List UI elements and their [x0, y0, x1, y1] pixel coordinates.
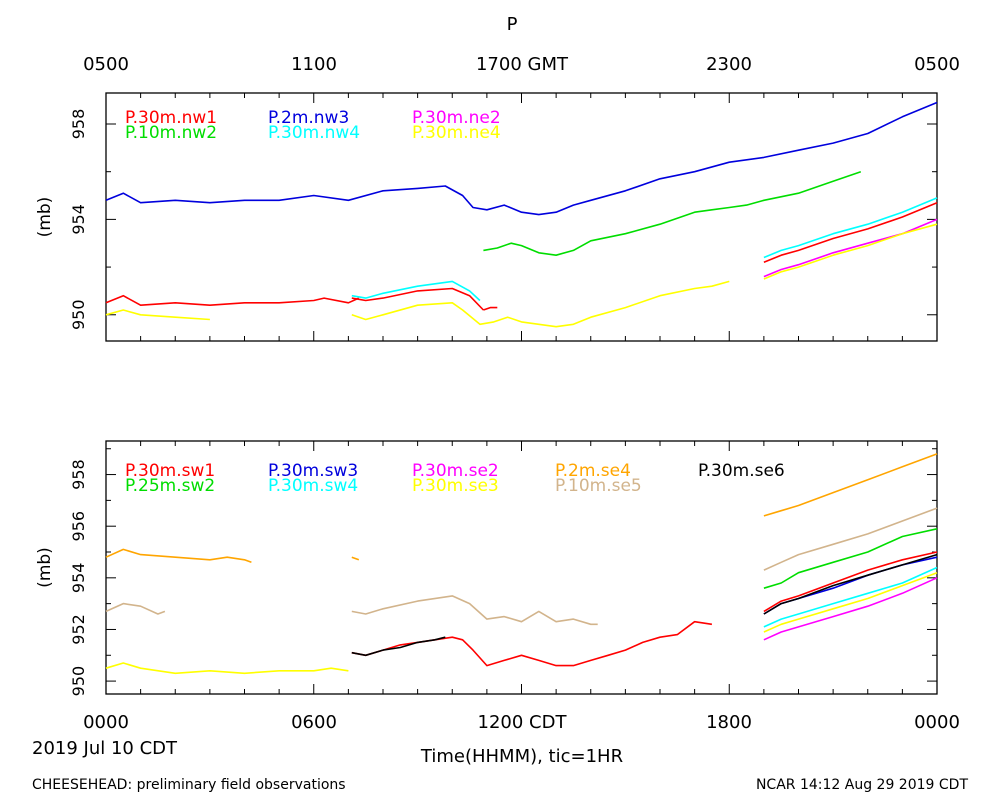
- y-tick-label: 958: [69, 109, 88, 140]
- series-line-P.30m.nw1: [483, 306, 498, 311]
- top-axis-label-3: 2300: [706, 54, 752, 75]
- y-tick-label: 958: [69, 459, 88, 490]
- top-axis-label-4: 0500: [914, 54, 960, 75]
- x-axis-title: Time(HHMM), tic=1HR: [420, 746, 623, 767]
- series-line-P.25m.sw2: [763, 528, 938, 589]
- y-tick-label: 952: [69, 614, 88, 645]
- legend-entry-P.10m.nw2: P.10m.nw2: [125, 123, 217, 143]
- date-label: 2019 Jul 10 CDT: [32, 738, 178, 759]
- series-line-P.30m.se2: [763, 577, 938, 641]
- series-line-P.30m.nw1: [105, 294, 360, 306]
- series-line-P.30m.ne4: [105, 309, 210, 321]
- series-line-P.30m.ne4: [763, 223, 938, 280]
- legend-entry-P.2m.nw3: P.2m.nw3: [268, 108, 349, 128]
- y-axis-title: (mb): [35, 197, 55, 238]
- series-line-P.30m.nw4: [351, 280, 481, 302]
- series-line-P.10m.se5: [763, 507, 938, 571]
- series-line-P.2m.se4: [351, 556, 360, 561]
- series-line-P.30m.se3: [763, 571, 938, 633]
- y-tick-label: 954: [69, 204, 88, 235]
- bottom-axis-label-2: 1200 CDT: [478, 712, 568, 733]
- series-line-P.30m.ne4: [351, 280, 730, 328]
- bottom-axis-label-3: 1800: [706, 712, 752, 733]
- series-line-P.30m.se6: [351, 636, 446, 657]
- chart-title: P: [507, 14, 518, 35]
- footer-right: NCAR 14:12 Aug 29 2019 CDT: [756, 777, 968, 793]
- legend-entry-P.30m.nw1: P.30m.nw1: [125, 108, 217, 128]
- legend-entry-P.30m.se3: P.30m.se3: [412, 476, 499, 496]
- y-tick-label: 950: [69, 299, 88, 330]
- top-axis-label-0: 0500: [83, 54, 129, 75]
- series-line-P.10m.se5: [351, 595, 598, 626]
- series-line-P.30m.sw3: [763, 556, 938, 615]
- series-line-P.30m.sw1: [763, 551, 938, 613]
- legend-entry-P.10m.se5: P.10m.se5: [555, 476, 642, 496]
- series-line-P.10m.nw2: [483, 170, 862, 256]
- series-line-P.30m.nw4: [763, 197, 938, 259]
- bottom-axis-label-0: 0000: [83, 712, 129, 733]
- series-line-P.30m.sw1: [351, 620, 713, 667]
- bottom-axis-label-4: 0000: [914, 712, 960, 733]
- legend-entry-P.30m.sw3: P.30m.sw3: [268, 461, 358, 481]
- bottom-axis-label-1: 0600: [291, 712, 337, 733]
- legend-entry-P.30m.se2: P.30m.se2: [412, 461, 499, 481]
- series-line-P.2m.se4: [105, 548, 252, 564]
- legend-entry-P.30m.ne2: P.30m.ne2: [412, 108, 501, 128]
- series-line-P.30m.nw1: [351, 287, 484, 311]
- legend-entry-P.25m.sw2: P.25m.sw2: [125, 476, 215, 496]
- legend-entry-P.30m.se6: P.30m.se6: [698, 461, 785, 481]
- upper-panel: 950954958(mb)P.30m.nw1P.10m.nw2P.2m.nw3P…: [35, 92, 938, 342]
- legend-entry-P.30m.ne4: P.30m.ne4: [412, 123, 501, 143]
- y-tick-label: 954: [69, 563, 88, 594]
- legend-entry-P.30m.sw4: P.30m.sw4: [268, 476, 358, 496]
- series-line-P.30m.sw4: [763, 566, 938, 628]
- legend-entry-P.2m.se4: P.2m.se4: [555, 461, 631, 481]
- y-tick-label: 956: [69, 511, 88, 542]
- series-line-P.2m.nw3: [105, 101, 938, 216]
- series-line-P.10m.se5: [105, 602, 166, 615]
- series-line-P.30m.se6: [763, 553, 938, 615]
- top-axis-label-1: 1100: [291, 54, 337, 75]
- series-line-P.2m.se4: [763, 453, 938, 517]
- series-line-P.30m.se3: [105, 662, 349, 675]
- footer-left: CHEESEHEAD: preliminary field observatio…: [32, 777, 346, 793]
- legend-entry-P.30m.nw4: P.30m.nw4: [268, 123, 360, 143]
- legend-entry-P.30m.sw1: P.30m.sw1: [125, 461, 215, 481]
- y-axis-title: (mb): [35, 547, 55, 588]
- series-line-P.30m.nw1: [763, 201, 938, 264]
- y-tick-label: 950: [69, 666, 88, 697]
- top-axis-label-2: 1700 GMT: [476, 54, 569, 75]
